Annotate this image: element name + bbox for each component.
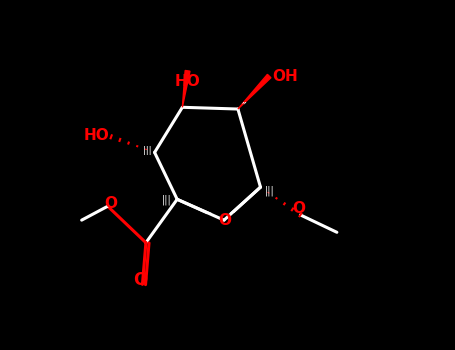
Text: O: O bbox=[292, 201, 305, 216]
Polygon shape bbox=[238, 74, 271, 109]
Polygon shape bbox=[182, 70, 190, 107]
Text: O: O bbox=[134, 271, 148, 289]
Text: O: O bbox=[218, 213, 232, 228]
Text: |||: ||| bbox=[162, 194, 172, 204]
Text: |||: ||| bbox=[143, 146, 152, 155]
Text: HO: HO bbox=[175, 74, 201, 89]
Text: ″: ″ bbox=[242, 101, 247, 114]
Text: HO: HO bbox=[84, 127, 110, 142]
Text: |||: ||| bbox=[264, 186, 274, 196]
Text: OH: OH bbox=[273, 69, 298, 84]
Text: O: O bbox=[105, 196, 118, 211]
